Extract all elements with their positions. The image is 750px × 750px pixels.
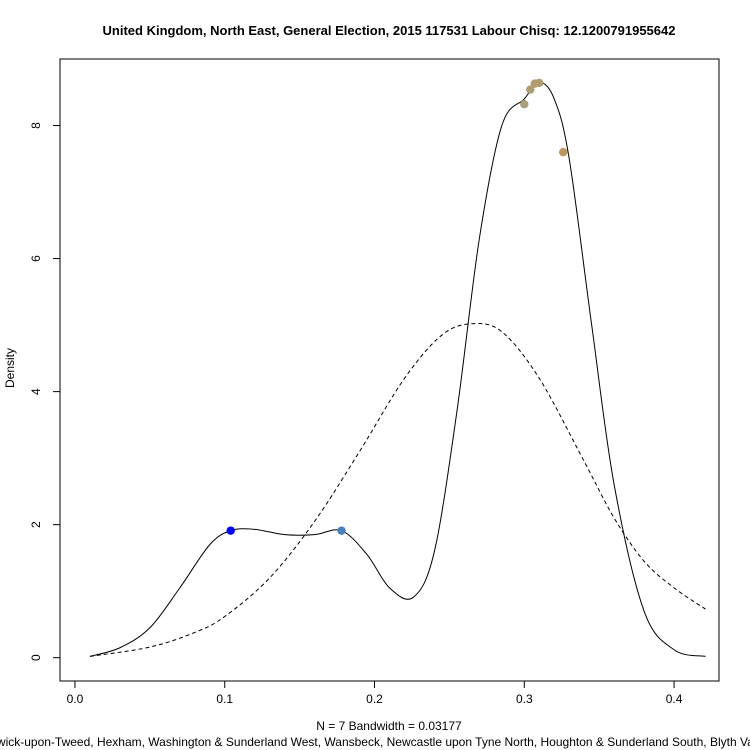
y-tick-label: 0: [29, 654, 43, 661]
x-tick-label: 0.3: [516, 692, 533, 706]
observation-point: [520, 100, 529, 109]
observation-point: [535, 78, 544, 88]
density-curve: [89, 81, 706, 657]
y-tick-label: 6: [29, 255, 43, 262]
y-tick-label: 2: [29, 521, 43, 528]
normal-reference-curve: [89, 323, 706, 657]
x-tick-label: 0.0: [67, 692, 84, 706]
y-axis: 0 2 4 6 8: [29, 122, 61, 661]
observation-point: [526, 85, 535, 94]
x-tick-label: 0.4: [666, 692, 683, 706]
observation-names-label: Berwick-upon-Tweed, Hexham, Washington &…: [0, 735, 750, 749]
x-tick-label: 0.1: [216, 692, 233, 706]
x-axis: 0.0 0.1 0.2 0.3 0.4: [67, 680, 683, 706]
chart-title: United Kingdom, North East, General Elec…: [103, 23, 676, 38]
observation-point: [559, 147, 568, 157]
y-axis-label: Density: [3, 348, 17, 388]
y-tick-label: 4: [29, 388, 43, 395]
series-layer: [89, 81, 706, 657]
points-layer: [226, 78, 568, 535]
x-axis-label: N = 7 Bandwidth = 0.03177: [316, 719, 462, 733]
x-tick-label: 0.2: [366, 692, 383, 706]
observation-point: [337, 526, 346, 535]
observation-point: [226, 526, 235, 535]
y-tick-label: 8: [29, 122, 43, 129]
